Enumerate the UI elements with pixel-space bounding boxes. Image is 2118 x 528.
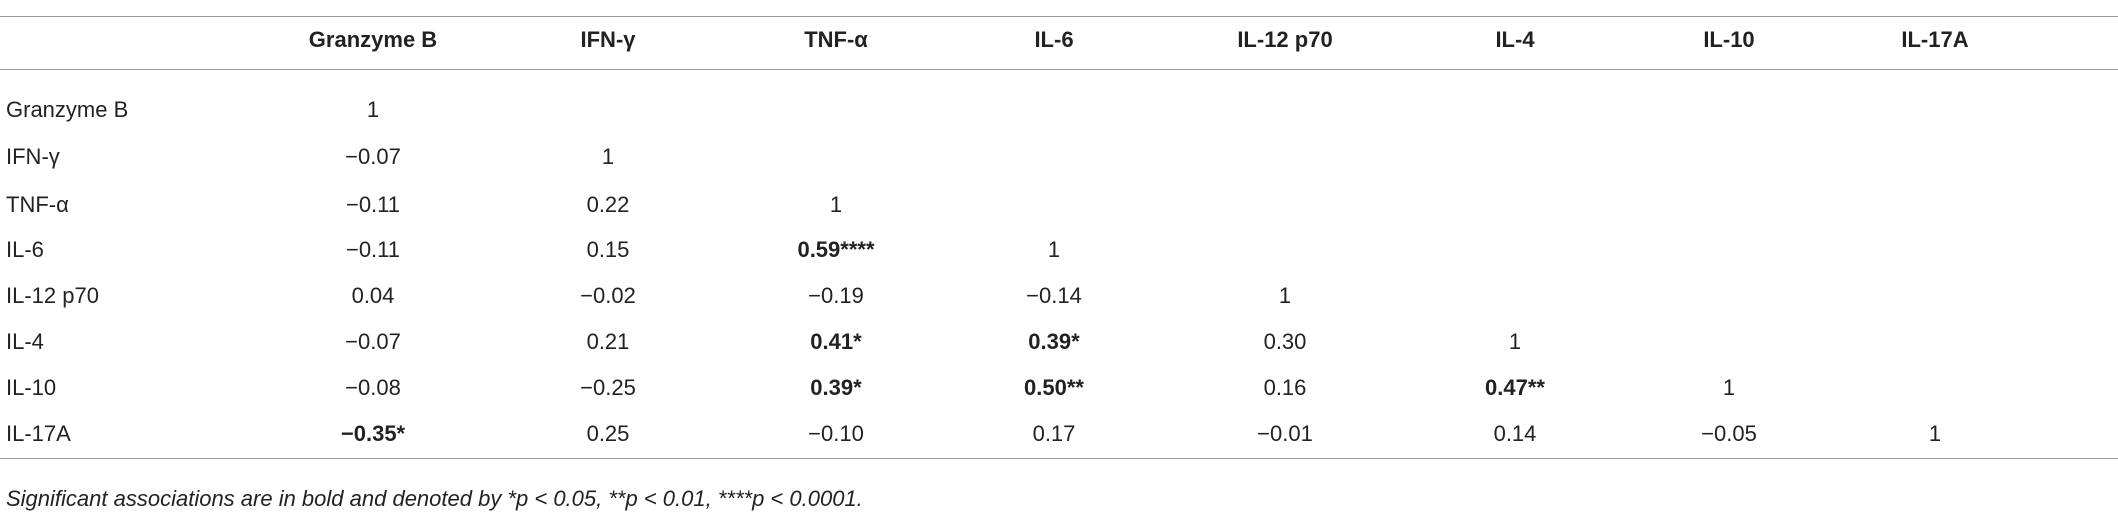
column-header: IL-10 — [1703, 27, 1755, 52]
cell: 1 — [1508, 329, 1522, 354]
column-header: IL-4 — [1495, 27, 1535, 52]
cell: 1 — [366, 97, 380, 122]
cell: 0.30 — [1263, 329, 1307, 354]
cell: 1 — [829, 192, 843, 217]
cell: 0.25 — [586, 421, 630, 446]
column-header: Granzyme B — [308, 27, 438, 52]
cell: −0.35* — [340, 421, 406, 446]
row-label: TNF-α — [6, 192, 69, 217]
cell: −0.07 — [345, 144, 401, 169]
column-header: IL-6 — [1034, 27, 1074, 52]
top-rule — [0, 16, 2118, 17]
cell: −0.02 — [580, 283, 636, 308]
cell: 1 — [1928, 421, 1942, 446]
bottom-rule — [0, 458, 2118, 459]
row-label: IL-6 — [6, 237, 44, 262]
cell: 0.14 — [1493, 421, 1537, 446]
cell: 0.21 — [586, 329, 630, 354]
cell: 0.39* — [810, 375, 862, 400]
cell: 0.15 — [586, 237, 630, 262]
cell: −0.01 — [1257, 421, 1313, 446]
row-label: IL-4 — [6, 329, 44, 354]
cell: 1 — [1047, 237, 1061, 262]
cell: −0.25 — [580, 375, 636, 400]
row-label: IFN-γ — [6, 144, 60, 169]
footnote: Significant associations are in bold and… — [6, 486, 863, 511]
cell: 0.22 — [586, 192, 630, 217]
cell: −0.08 — [345, 375, 401, 400]
cell: 0.41* — [810, 329, 862, 354]
cell: −0.07 — [345, 329, 401, 354]
cell: 0.47** — [1485, 375, 1545, 400]
header-rule — [0, 69, 2118, 70]
cell: 0.59**** — [797, 237, 875, 262]
row-label: Granzyme B — [6, 97, 129, 122]
cell: 0.17 — [1032, 421, 1076, 446]
cell: −0.10 — [808, 421, 864, 446]
cell: 0.39* — [1028, 329, 1080, 354]
cell: 0.16 — [1263, 375, 1307, 400]
column-header: IL-12 p70 — [1237, 27, 1333, 52]
row-label: IL-17A — [6, 421, 71, 446]
cell: 1 — [1722, 375, 1736, 400]
cell: −0.05 — [1701, 421, 1757, 446]
cell: 0.04 — [351, 283, 395, 308]
cell: 1 — [1278, 283, 1292, 308]
row-label: IL-12 p70 — [6, 283, 99, 308]
column-header: IL-17A — [1901, 27, 1969, 52]
cell: −0.11 — [345, 237, 401, 262]
cell: 1 — [601, 144, 615, 169]
cell: −0.11 — [345, 192, 401, 217]
cell: 0.50** — [1024, 375, 1084, 400]
column-header: TNF-α — [804, 27, 868, 52]
cell: −0.19 — [808, 283, 864, 308]
row-label: IL-10 — [6, 375, 57, 400]
column-header: IFN-γ — [580, 27, 636, 52]
cell: −0.14 — [1026, 283, 1082, 308]
